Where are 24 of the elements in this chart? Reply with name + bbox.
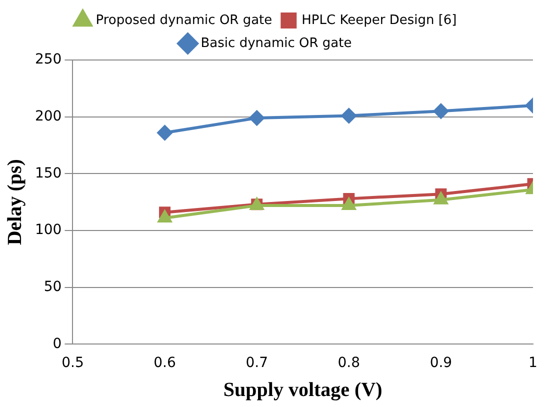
point xyxy=(158,210,172,223)
x-axis-title: Supply voltage (V) xyxy=(223,379,382,402)
point xyxy=(157,125,172,140)
legend-label: Basic dynamic OR gate xyxy=(200,36,352,51)
legend-label: HPLC Keeper Design [6] xyxy=(302,12,457,28)
y-tick-label: 0 xyxy=(52,336,62,352)
x-tick-label: 0.8 xyxy=(338,355,360,372)
y-tick-label: 200 xyxy=(34,108,62,124)
point xyxy=(341,108,356,124)
x-tick-label: 0.7 xyxy=(246,355,268,372)
point xyxy=(249,110,264,126)
x-tick-label: 0.5 xyxy=(62,355,84,372)
x-tick-label: 1 xyxy=(528,355,538,372)
y-tick-label: 150 xyxy=(34,165,62,182)
y-tick-label: 100 xyxy=(34,222,62,238)
legend-label: Proposed dynamic OR gate xyxy=(96,12,272,28)
y-tick-label: 250 xyxy=(34,52,62,68)
point xyxy=(434,192,448,204)
x-tick-label: 0.6 xyxy=(154,355,176,372)
x-tick-label: 0.9 xyxy=(430,355,452,372)
y-axis-title: Delay (ps) xyxy=(4,159,26,246)
point xyxy=(433,104,448,119)
y-tick-label: 50 xyxy=(44,279,62,295)
point xyxy=(342,198,356,210)
